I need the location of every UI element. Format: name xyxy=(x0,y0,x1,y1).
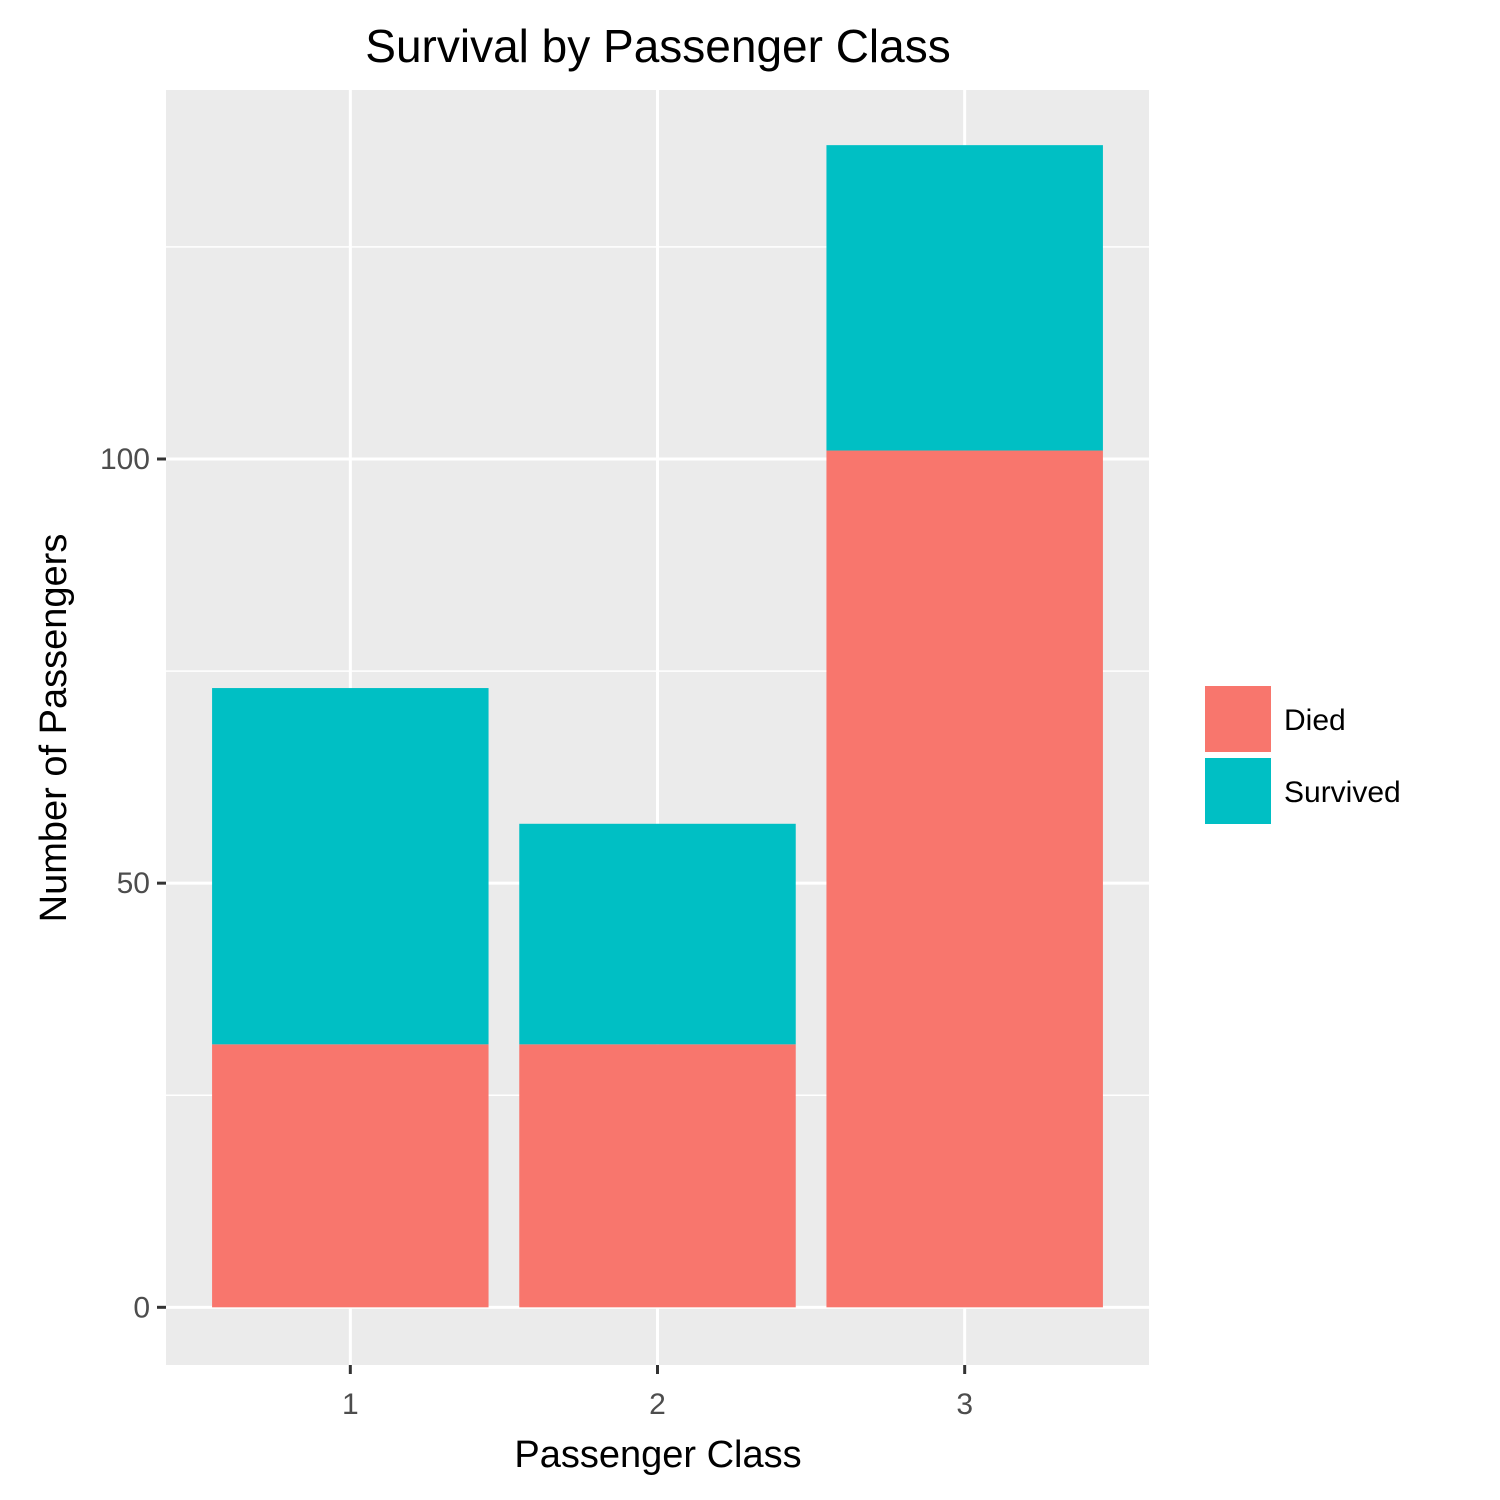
y-tick-label: 100 xyxy=(100,443,150,476)
y-tick-label: 0 xyxy=(133,1291,150,1324)
y-axis-title: Number of Passengers xyxy=(33,534,75,923)
legend-label-died: Died xyxy=(1284,704,1346,737)
x-axis: 1 2 3 xyxy=(342,1365,973,1421)
legend-label-survived: Survived xyxy=(1284,776,1401,809)
chart-title: Survival by Passenger Class xyxy=(365,20,950,72)
x-tick-label: 3 xyxy=(956,1388,973,1421)
bars xyxy=(212,145,1103,1308)
y-tick-label: 50 xyxy=(117,867,150,900)
bar-survived-class-3 xyxy=(826,145,1103,451)
legend: Died Survived xyxy=(1205,686,1401,824)
bar-died-class-2 xyxy=(519,1044,796,1308)
legend-key-survived xyxy=(1205,758,1271,824)
bar-died-class-3 xyxy=(826,450,1103,1308)
legend-key-died xyxy=(1205,686,1271,752)
x-tick-label: 2 xyxy=(649,1388,666,1421)
bar-died-class-1 xyxy=(212,1044,489,1308)
x-axis-title: Passenger Class xyxy=(514,1434,801,1476)
y-axis: 0 50 100 xyxy=(100,443,166,1324)
bar-survived-class-1 xyxy=(212,688,489,1045)
bar-survived-class-2 xyxy=(519,823,796,1045)
x-tick-label: 1 xyxy=(342,1388,359,1421)
